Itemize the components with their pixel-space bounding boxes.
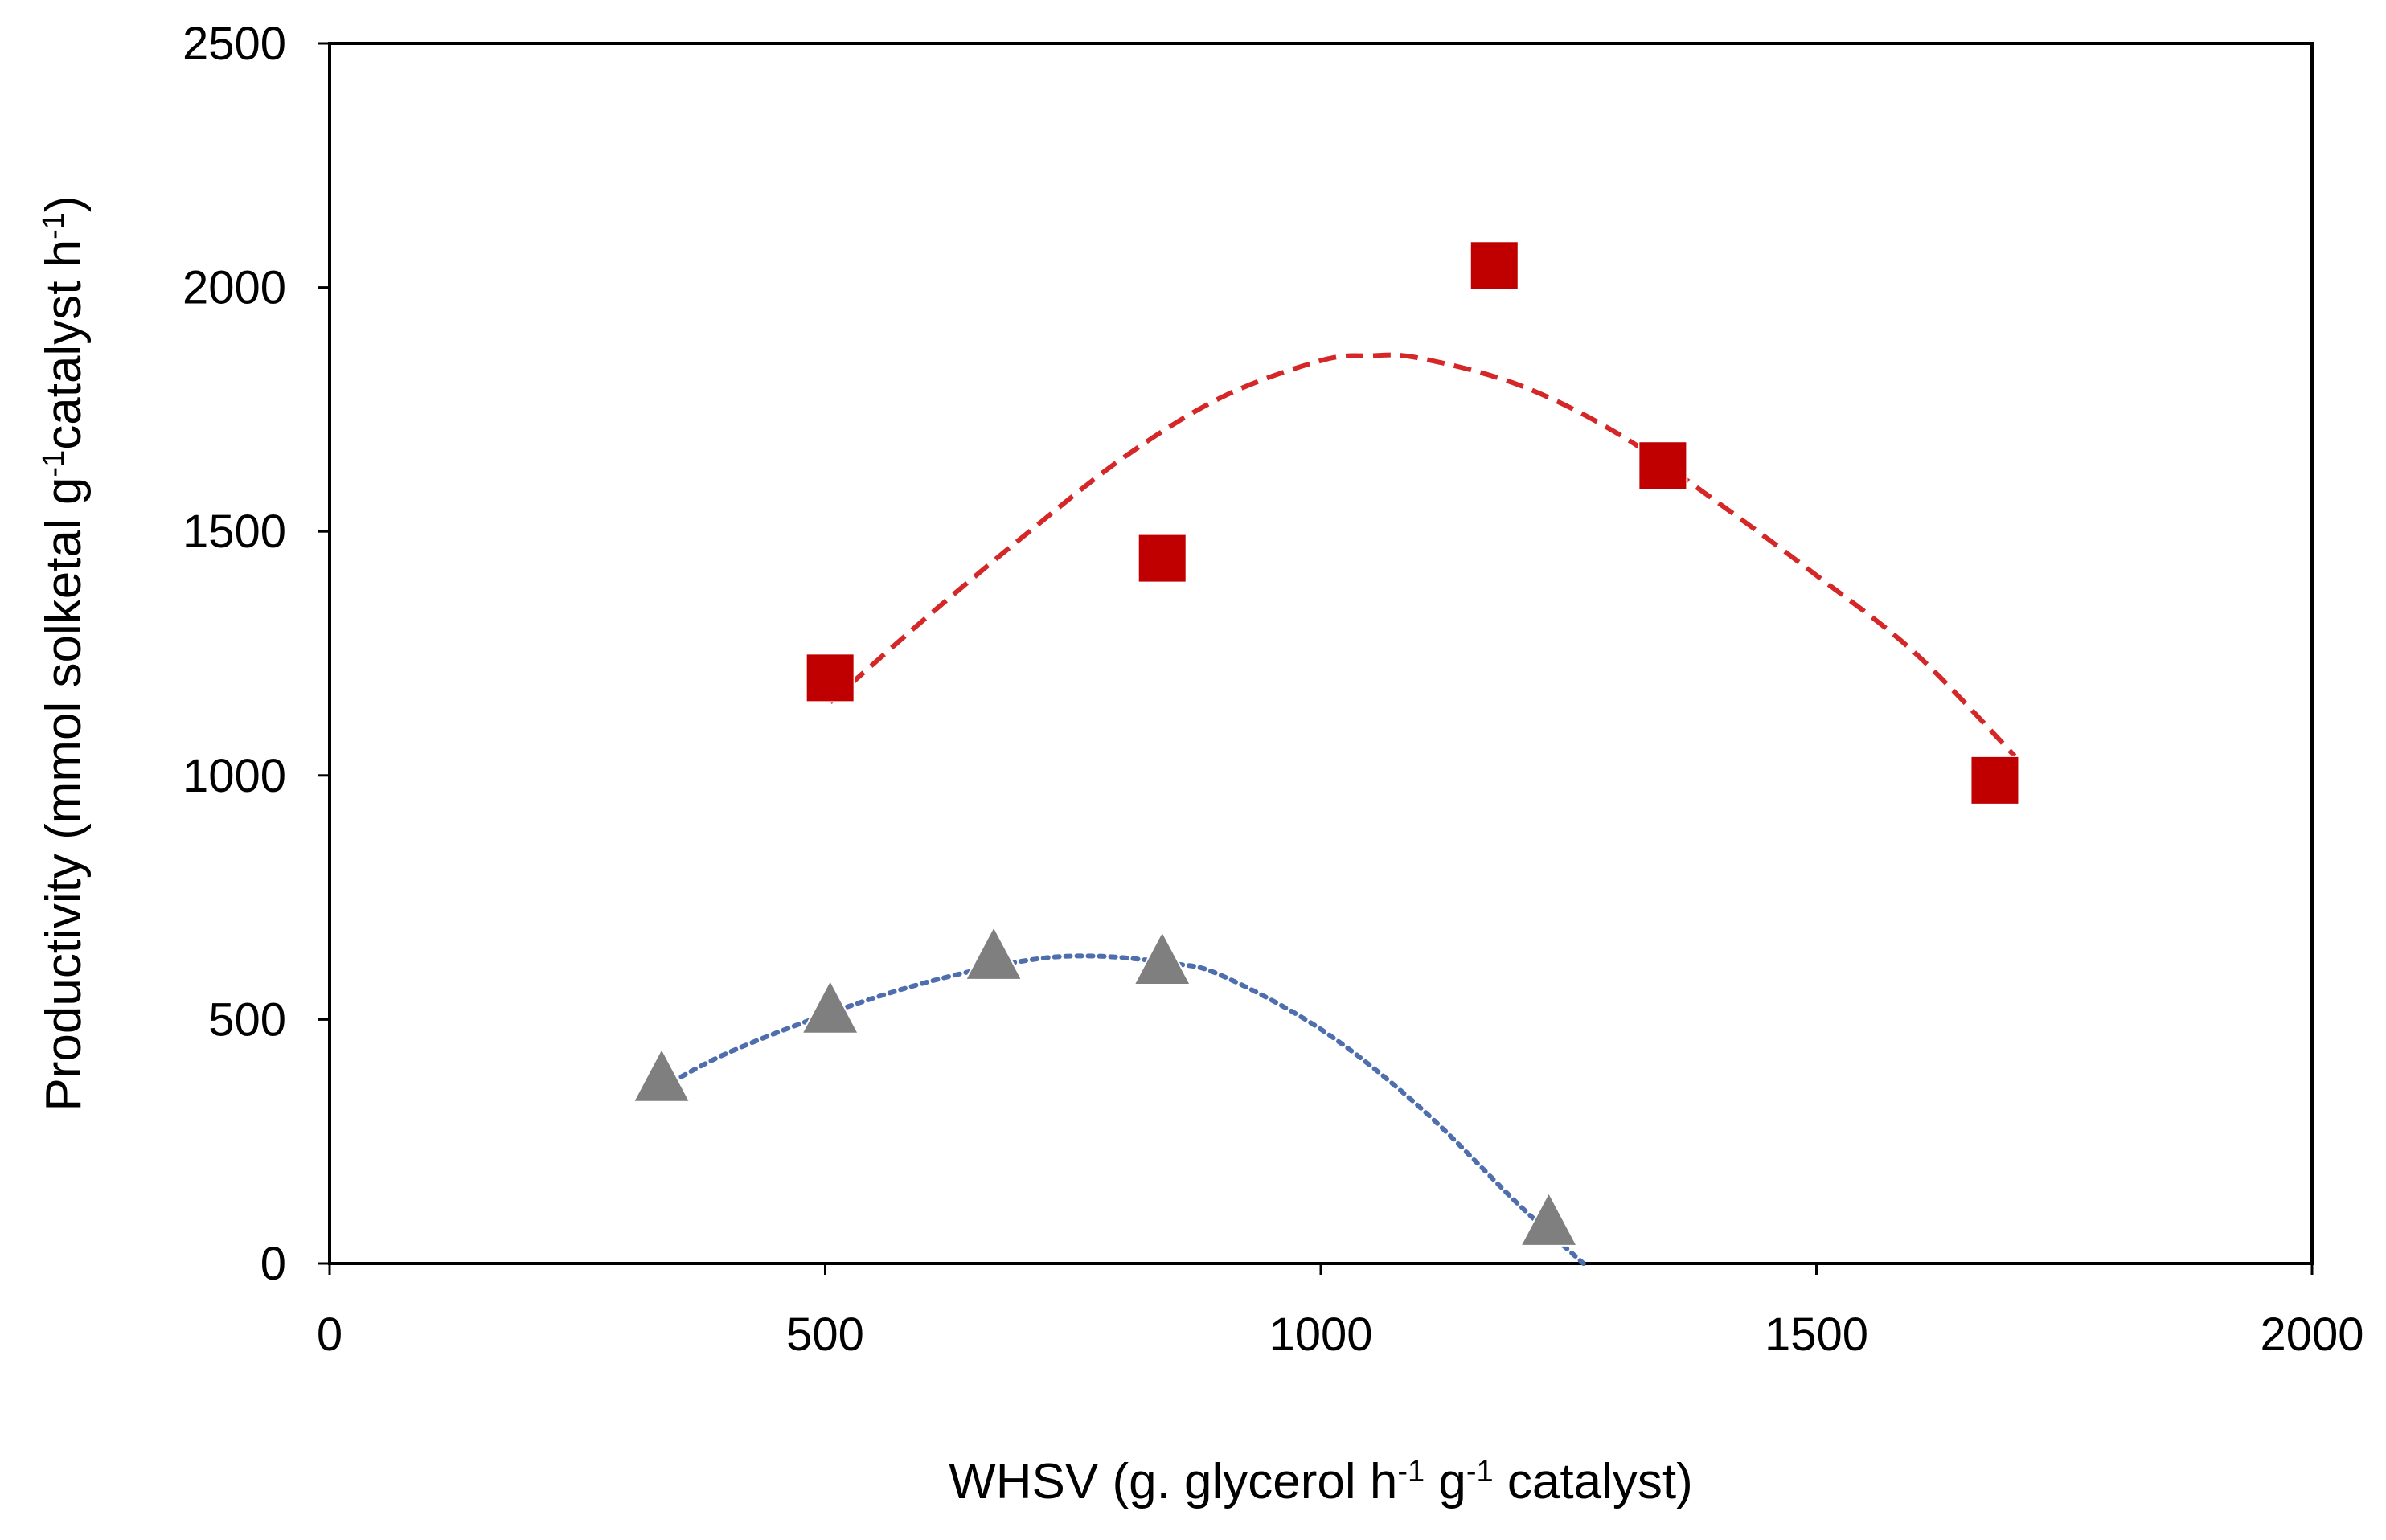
squares-marker xyxy=(805,653,855,703)
squares-marker xyxy=(1970,755,2020,805)
squares-marker xyxy=(1469,240,1519,291)
triangles-marker xyxy=(632,1046,691,1103)
y-tick-label: 1000 xyxy=(182,750,286,802)
x-tick-label: 500 xyxy=(786,1309,864,1361)
y-tick-label: 2000 xyxy=(182,262,286,314)
triangles-marker xyxy=(1519,1190,1579,1247)
data-markers xyxy=(632,240,2020,1247)
x-tick-label: 1000 xyxy=(1269,1309,1372,1361)
y-axis-label: Productivity (mmol solketal g-1catalyst … xyxy=(36,195,92,1111)
y-tick-label: 1500 xyxy=(182,506,286,558)
triangles-marker xyxy=(964,924,1023,981)
squares-marker xyxy=(1137,533,1187,584)
y-tick-label: 2500 xyxy=(182,18,286,70)
y-tick-label: 0 xyxy=(260,1238,286,1290)
axis-ticks: 0 500 1000 1500 2000 0 500 1000 1500 2000 2500 xyxy=(182,18,2364,1361)
triangles-marker xyxy=(801,978,860,1034)
x-tick-label: 0 xyxy=(317,1309,342,1361)
x-tick-label: 2000 xyxy=(2260,1309,2363,1361)
x-axis-label: WHSV (g. glycerol h-1 g-1 catalyst) xyxy=(949,1454,1693,1509)
squares-marker xyxy=(1638,440,1688,491)
x-tick-label: 1500 xyxy=(1765,1309,1868,1361)
squares-trendline xyxy=(828,352,2017,758)
y-tick-label: 500 xyxy=(208,993,286,1046)
triangles-marker xyxy=(1133,929,1192,985)
